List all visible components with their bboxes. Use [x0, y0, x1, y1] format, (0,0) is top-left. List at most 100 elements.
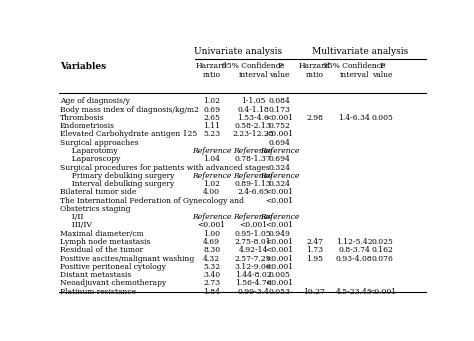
- Text: Reference: Reference: [260, 213, 300, 221]
- Text: 2.98: 2.98: [306, 114, 323, 122]
- Text: Harzard
ratio: Harzard ratio: [196, 62, 228, 79]
- Text: 0.95-1.05: 0.95-1.05: [235, 230, 272, 238]
- Text: 0.162: 0.162: [372, 246, 393, 254]
- Text: 1.04: 1.04: [203, 155, 220, 163]
- Text: 1.73: 1.73: [306, 246, 323, 254]
- Text: 1-1.05: 1-1.05: [241, 98, 265, 105]
- Text: Reference: Reference: [234, 213, 273, 221]
- Text: 1.95: 1.95: [306, 254, 323, 263]
- Text: Neoadjuvant chemotherapy: Neoadjuvant chemotherapy: [60, 279, 166, 287]
- Text: III/IV: III/IV: [66, 221, 91, 229]
- Text: 0.076: 0.076: [372, 254, 393, 263]
- Text: 4.00: 4.00: [203, 188, 220, 196]
- Text: 0.8-3.74: 0.8-3.74: [338, 246, 370, 254]
- Text: Elevated Carbohydrate antigen 125: Elevated Carbohydrate antigen 125: [60, 131, 197, 138]
- Text: 2.4-6.65: 2.4-6.65: [237, 188, 269, 196]
- Text: 0.93-4.08: 0.93-4.08: [336, 254, 373, 263]
- Text: 1.56-4.76: 1.56-4.76: [235, 279, 272, 287]
- Text: 1.53-4.6: 1.53-4.6: [237, 114, 269, 122]
- Text: <0.001: <0.001: [239, 221, 267, 229]
- Text: Harzard
ratio: Harzard ratio: [299, 62, 330, 79]
- Text: <0.001: <0.001: [265, 238, 294, 246]
- Text: 1.11: 1.11: [203, 122, 220, 130]
- Text: <0.001: <0.001: [368, 287, 397, 296]
- Text: 2.65: 2.65: [203, 114, 220, 122]
- Text: <0.001: <0.001: [265, 279, 294, 287]
- Text: Laparoscopy: Laparoscopy: [66, 155, 120, 163]
- Text: 0.58-2.13: 0.58-2.13: [235, 122, 272, 130]
- Text: Laparotomy: Laparotomy: [66, 147, 117, 155]
- Text: <0.001: <0.001: [265, 188, 294, 196]
- Text: 95% Confidence
interval: 95% Confidence interval: [323, 62, 385, 79]
- Text: Reference: Reference: [260, 147, 300, 155]
- Text: 0.324: 0.324: [269, 180, 291, 188]
- Text: 2.75-8.01: 2.75-8.01: [235, 238, 272, 246]
- Text: 1.00: 1.00: [203, 230, 220, 238]
- Text: 2.23-12.25: 2.23-12.25: [232, 131, 274, 138]
- Text: 5.23: 5.23: [203, 131, 220, 138]
- Text: 2.57-7.25: 2.57-7.25: [235, 254, 272, 263]
- Text: 95% Confidence
interval: 95% Confidence interval: [222, 62, 284, 79]
- Text: 0.025: 0.025: [372, 238, 393, 246]
- Text: Residual of the tumor: Residual of the tumor: [60, 246, 143, 254]
- Text: Body mass index of diagnosis/kg/m2: Body mass index of diagnosis/kg/m2: [60, 106, 199, 114]
- Text: Multivariate analysis: Multivariate analysis: [312, 47, 409, 57]
- Text: Reference: Reference: [192, 172, 231, 180]
- Text: Reference: Reference: [192, 147, 231, 155]
- Text: 4.92-14: 4.92-14: [238, 246, 268, 254]
- Text: 4.32: 4.32: [203, 254, 220, 263]
- Text: 2.47: 2.47: [306, 238, 323, 246]
- Text: 0.005: 0.005: [372, 114, 393, 122]
- Text: Age of diagnosis/y: Age of diagnosis/y: [60, 98, 130, 105]
- Text: Univariate analysis: Univariate analysis: [194, 47, 283, 57]
- Text: 0.053: 0.053: [269, 287, 291, 296]
- Text: Platinum resistance: Platinum resistance: [60, 287, 136, 296]
- Text: 1.02: 1.02: [203, 180, 220, 188]
- Text: The International Federation of Gynecology and: The International Federation of Gynecolo…: [60, 197, 244, 205]
- Text: 10.27: 10.27: [304, 287, 326, 296]
- Text: 8.30: 8.30: [203, 246, 220, 254]
- Text: Obstetrics staging: Obstetrics staging: [60, 205, 130, 213]
- Text: Maximal diameter/cm: Maximal diameter/cm: [60, 230, 144, 238]
- Text: Distant metastasis: Distant metastasis: [60, 271, 131, 279]
- Text: <0.001: <0.001: [198, 221, 226, 229]
- Text: 2.73: 2.73: [203, 279, 220, 287]
- Text: Reference: Reference: [260, 172, 300, 180]
- Text: 0.89-1.13: 0.89-1.13: [235, 180, 272, 188]
- Text: <0.001: <0.001: [265, 114, 294, 122]
- Text: Variables: Variables: [60, 62, 106, 71]
- Text: 3.40: 3.40: [203, 271, 220, 279]
- Text: <0.001: <0.001: [265, 246, 294, 254]
- Text: Surgical approaches: Surgical approaches: [60, 139, 138, 147]
- Text: Reference: Reference: [192, 213, 231, 221]
- Text: 4.69: 4.69: [203, 238, 220, 246]
- Text: Interval debulking surgery: Interval debulking surgery: [66, 180, 174, 188]
- Text: <0.001: <0.001: [265, 131, 294, 138]
- Text: <0.001: <0.001: [265, 254, 294, 263]
- Text: 0.78-1.37: 0.78-1.37: [235, 155, 272, 163]
- Text: 1.4-6.34: 1.4-6.34: [338, 114, 370, 122]
- Text: 1.84: 1.84: [203, 287, 220, 296]
- Text: Reference: Reference: [234, 147, 273, 155]
- Text: 0.752: 0.752: [269, 122, 291, 130]
- Text: I/II: I/II: [66, 213, 83, 221]
- Text: P
value: P value: [372, 62, 393, 79]
- Text: 5.32: 5.32: [203, 263, 220, 271]
- Text: 1.44-8.02: 1.44-8.02: [235, 271, 272, 279]
- Text: <0.001: <0.001: [265, 221, 294, 229]
- Text: 0.69: 0.69: [203, 106, 220, 114]
- Text: 0.324: 0.324: [269, 164, 291, 172]
- Text: Lymph node metastasis: Lymph node metastasis: [60, 238, 150, 246]
- Text: 0.949: 0.949: [269, 230, 291, 238]
- Text: Bilateral tumor side: Bilateral tumor side: [60, 188, 137, 196]
- Text: 0.084: 0.084: [269, 98, 291, 105]
- Text: <0.001: <0.001: [265, 263, 294, 271]
- Text: Endometriosis: Endometriosis: [60, 122, 115, 130]
- Text: 0.4-1.18: 0.4-1.18: [237, 106, 269, 114]
- Text: 4.5-23.45: 4.5-23.45: [336, 287, 373, 296]
- Text: <0.001: <0.001: [265, 197, 294, 205]
- Text: Reference: Reference: [234, 172, 273, 180]
- Text: Surgical procedures for patients with advanced stages: Surgical procedures for patients with ad…: [60, 164, 270, 172]
- Text: 0.173: 0.173: [269, 106, 291, 114]
- Text: 0.99-3.4: 0.99-3.4: [237, 287, 269, 296]
